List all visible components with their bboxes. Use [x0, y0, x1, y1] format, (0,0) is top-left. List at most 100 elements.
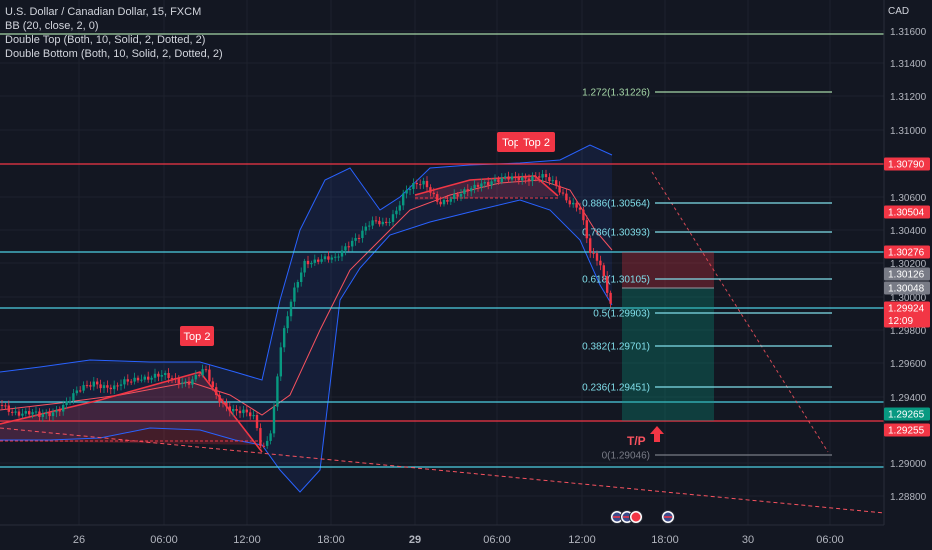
trendline-dashed[interactable] — [651, 171, 829, 453]
trendline-dashed[interactable] — [0, 427, 885, 514]
candle-body — [476, 184, 480, 187]
candle — [45, 409, 48, 420]
price-axis[interactable]: CAD 1.31600 1.31400 1.31200 1.31000 1.30600 1.… — [883, 0, 932, 550]
price-badge[interactable]: 1.30048 — [884, 281, 930, 295]
candle-body — [194, 374, 197, 380]
price-badge[interactable]: 1.30504 — [884, 205, 930, 219]
top2-left-label[interactable]: Top 2 — [180, 326, 214, 346]
candle — [58, 406, 61, 417]
candle-body — [283, 328, 286, 348]
candle — [160, 370, 163, 382]
price-tick: 1.30000 — [890, 293, 927, 304]
candle-body — [38, 411, 41, 417]
time-axis[interactable]: 26 06:00 12:00 18:00 29 06:00 12:00 18:00 30 06:0… — [0, 524, 884, 550]
candle — [255, 411, 259, 431]
candle-body — [599, 260, 602, 266]
candle — [242, 405, 245, 418]
candle-body — [157, 373, 160, 377]
candle — [119, 379, 123, 391]
price-badge[interactable]: 1.30276 — [884, 245, 930, 259]
candle — [422, 177, 425, 189]
candle — [555, 176, 558, 189]
ca-flag-icon[interactable] — [629, 510, 643, 524]
candle-body — [14, 411, 17, 413]
candle — [347, 241, 350, 252]
time-tick: 12:00 — [233, 534, 261, 546]
candle — [514, 171, 517, 181]
candle-body — [187, 381, 191, 385]
price-badge[interactable]: 1.30126 — [884, 267, 930, 281]
economic-events[interactable] — [610, 510, 675, 524]
candle — [527, 174, 531, 186]
candle — [293, 282, 296, 307]
time-tick: 26 — [73, 534, 85, 546]
candle-body — [555, 180, 558, 186]
candle — [429, 184, 432, 197]
symbol-title[interactable]: U.S. Dollar / Canadian Dollar, 15, FXCM — [5, 6, 202, 18]
price-badge-bg — [884, 205, 930, 219]
candle-body — [456, 194, 459, 197]
candle-body — [106, 385, 109, 388]
price-tick: 1.30600 — [890, 193, 927, 204]
candle — [21, 408, 24, 419]
candle — [310, 260, 313, 268]
candle — [106, 380, 109, 393]
candle — [524, 173, 527, 184]
indicator-double-bottom[interactable]: Double Bottom (Both, 10, Solid, 2, Dotte… — [5, 48, 223, 60]
candle — [167, 368, 170, 384]
candle — [17, 408, 21, 418]
candle-body — [565, 193, 568, 201]
fib-level-label: 0(1.29046) — [602, 451, 650, 462]
candle-body — [167, 373, 170, 379]
double-top-pattern-line[interactable] — [0, 371, 263, 453]
candle — [279, 342, 282, 381]
candle-body — [378, 220, 381, 225]
indicator-double-top[interactable]: Double Top (Both, 10, Solid, 2, Dotted, … — [5, 34, 206, 46]
price-badge[interactable]: 1.29255 — [884, 423, 930, 437]
us-flag-icon[interactable] — [610, 510, 624, 524]
candle — [480, 178, 483, 192]
candle-body — [449, 198, 452, 202]
candle-body — [313, 259, 316, 263]
price-badge[interactable]: 1.30790 — [884, 157, 930, 171]
candle-body — [45, 412, 48, 415]
candle — [269, 430, 272, 445]
price-badge-text: 1.29265 — [888, 410, 925, 421]
fibonacci-levels[interactable]: 1.272(1.31226) 0.886(1.30564) 0.786(1.3039… — [582, 88, 832, 462]
price-badge[interactable]: 1.29265 — [884, 407, 930, 421]
candle — [606, 271, 609, 298]
take-profit-zone[interactable] — [622, 288, 714, 421]
top2-label[interactable]: Top 2 — [518, 132, 555, 152]
us-flag-icon[interactable] — [661, 510, 675, 524]
candle-body — [347, 246, 350, 248]
indicator-bb[interactable]: BB (20, close, 2, 0) — [5, 20, 99, 32]
candle-body — [218, 395, 221, 403]
candle-body — [459, 193, 463, 197]
candle — [408, 185, 412, 196]
candle — [65, 397, 68, 409]
candle-body — [534, 176, 537, 178]
candle — [334, 251, 337, 262]
candle-body — [582, 209, 585, 221]
candle — [558, 181, 561, 196]
short-position-tool[interactable] — [622, 252, 714, 421]
candle-body — [548, 177, 551, 182]
candle-body — [381, 221, 384, 225]
candle — [126, 374, 129, 386]
candle — [136, 375, 140, 383]
stop-loss-zone[interactable] — [622, 252, 714, 288]
candle — [582, 206, 585, 225]
candle — [425, 176, 429, 192]
candle-body — [354, 237, 357, 241]
candle — [232, 404, 235, 417]
candle — [187, 376, 191, 389]
tp-arrow-icon[interactable] — [650, 426, 664, 442]
candle-body — [204, 369, 208, 371]
candle-body — [215, 387, 218, 396]
candle — [589, 235, 592, 258]
candle-body — [255, 415, 259, 429]
price-badge-text: 1.30276 — [888, 248, 925, 259]
